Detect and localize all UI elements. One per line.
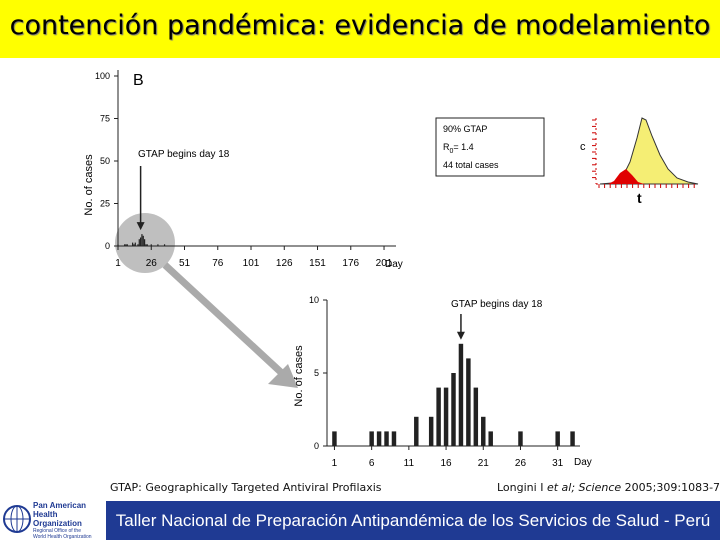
footer-bar: Taller Nacional de Preparación Antipandé… bbox=[106, 501, 720, 540]
panel-c-x-label: t bbox=[637, 190, 642, 206]
bar bbox=[140, 237, 142, 246]
bar bbox=[117, 244, 119, 246]
paho-logo: Pan American Health Organization Regiona… bbox=[0, 498, 106, 540]
logo-sub1: Regional Office of the bbox=[33, 528, 81, 534]
y-tick-label: 5 bbox=[314, 368, 319, 378]
x-tick-label: 76 bbox=[212, 258, 224, 269]
bar bbox=[488, 431, 493, 446]
bar bbox=[133, 244, 135, 246]
bar bbox=[126, 244, 128, 246]
bar bbox=[473, 387, 479, 446]
bar bbox=[134, 242, 136, 246]
globe-icon bbox=[3, 505, 31, 533]
bar bbox=[458, 343, 464, 446]
zoom-panel-chart: No. of cases Day GTAP begins day 18 0 5 10… bbox=[293, 295, 592, 469]
logo-sub2: World Health Organization bbox=[33, 534, 92, 540]
credit-right-suffix: 2005;309:1083-7 bbox=[621, 481, 720, 494]
title-bar: contención pandémica: evidencia de model… bbox=[0, 0, 720, 58]
zoom-x-axis-title: Day bbox=[574, 457, 592, 468]
gtap-arrow-head bbox=[456, 331, 465, 340]
bar bbox=[384, 431, 389, 446]
bar bbox=[466, 358, 471, 446]
bar bbox=[391, 431, 397, 446]
y-tick-label: 10 bbox=[309, 295, 319, 305]
x-tick-label: 151 bbox=[309, 258, 326, 269]
x-tick-label: 11 bbox=[404, 458, 415, 469]
bar bbox=[132, 242, 134, 246]
bar bbox=[141, 234, 143, 246]
y-tick-label: 25 bbox=[100, 199, 110, 209]
bar bbox=[518, 431, 523, 446]
x-tick-label: 101 bbox=[243, 258, 260, 269]
y-tick-label: 50 bbox=[100, 156, 110, 166]
y-tick-label: 100 bbox=[95, 71, 110, 81]
x-tick-label: 201 bbox=[376, 258, 393, 269]
panel-b-chart: B No. of cases Day GTAP begins day 18 90… bbox=[83, 70, 545, 270]
bar bbox=[157, 244, 159, 246]
zoom-annotation: GTAP begins day 18 bbox=[451, 299, 543, 310]
bar bbox=[443, 387, 449, 446]
bar bbox=[436, 387, 441, 446]
bar bbox=[481, 416, 486, 446]
panel-b-y-axis-title: No. of cases bbox=[83, 154, 95, 216]
x-tick-label: 16 bbox=[440, 458, 452, 469]
x-tick-label: 31 bbox=[552, 458, 564, 469]
credit-right: Longini I et al; Science 2005;309:1083-7 bbox=[497, 481, 720, 494]
credit-right-prefix: Longini I bbox=[497, 481, 547, 494]
panel-c-yellow-curve bbox=[599, 117, 699, 185]
bar bbox=[142, 235, 144, 246]
bar bbox=[555, 431, 560, 446]
bar bbox=[332, 431, 337, 446]
bar bbox=[570, 431, 575, 446]
zoom-arrow-head bbox=[268, 364, 298, 388]
credit-left: GTAP: Geographically Targeted Antiviral … bbox=[110, 481, 382, 494]
logo-line1: Pan American bbox=[33, 501, 87, 510]
panel-b-legend-r0: R0= 1.4 bbox=[443, 142, 474, 155]
footer-text: Taller Nacional de Preparación Antipandé… bbox=[115, 511, 711, 530]
bar bbox=[150, 244, 152, 246]
credit-right-italic: et al; Science bbox=[546, 481, 622, 494]
y-tick-label: 0 bbox=[105, 241, 110, 251]
zoom-arrow-shaft bbox=[162, 262, 288, 379]
x-tick-label: 1 bbox=[115, 258, 121, 269]
panel-b-x-axis-title: Day bbox=[385, 259, 403, 270]
bar bbox=[451, 373, 456, 446]
panel-b-legend-box bbox=[435, 117, 545, 177]
panel-c-curve: c t bbox=[580, 117, 699, 206]
logo-line3: Organization bbox=[33, 519, 82, 528]
panel-b-annotation: GTAP begins day 18 bbox=[138, 149, 230, 160]
x-tick-label: 6 bbox=[369, 458, 375, 469]
bar bbox=[376, 431, 382, 446]
x-tick-label: 176 bbox=[342, 258, 359, 269]
bar bbox=[145, 244, 147, 246]
bar bbox=[428, 416, 434, 446]
bar bbox=[163, 244, 166, 246]
zoom-y-axis-title: No. of cases bbox=[293, 345, 305, 407]
x-tick-label: 26 bbox=[146, 258, 158, 269]
panel-b-legend-line3: 44 total cases bbox=[443, 160, 499, 170]
gtap-arrow-head bbox=[136, 222, 145, 231]
x-tick-label: 1 bbox=[332, 458, 338, 469]
y-tick-label: 75 bbox=[100, 114, 110, 124]
panel-b-legend-line1: 90% GTAP bbox=[443, 124, 487, 134]
bar bbox=[125, 244, 127, 246]
bar bbox=[137, 244, 139, 246]
bar bbox=[138, 239, 140, 246]
x-tick-label: 51 bbox=[179, 258, 191, 269]
panel-c-y-label: c bbox=[580, 141, 586, 153]
bar bbox=[146, 244, 148, 246]
x-tick-label: 21 bbox=[478, 458, 490, 469]
panel-c-red-curve bbox=[608, 169, 644, 184]
chart-area: B No. of cases Day GTAP begins day 18 90… bbox=[83, 70, 699, 469]
panel-b-label: B bbox=[133, 72, 144, 89]
bar bbox=[144, 239, 146, 246]
slide-title: contención pandémica: evidencia de model… bbox=[9, 10, 711, 41]
bar bbox=[369, 431, 374, 446]
bar bbox=[124, 244, 126, 246]
x-tick-label: 126 bbox=[276, 258, 293, 269]
y-tick-label: 0 bbox=[314, 441, 319, 451]
logo-line2: Health bbox=[33, 510, 58, 519]
x-tick-label: 26 bbox=[515, 458, 527, 469]
bar bbox=[414, 416, 419, 446]
